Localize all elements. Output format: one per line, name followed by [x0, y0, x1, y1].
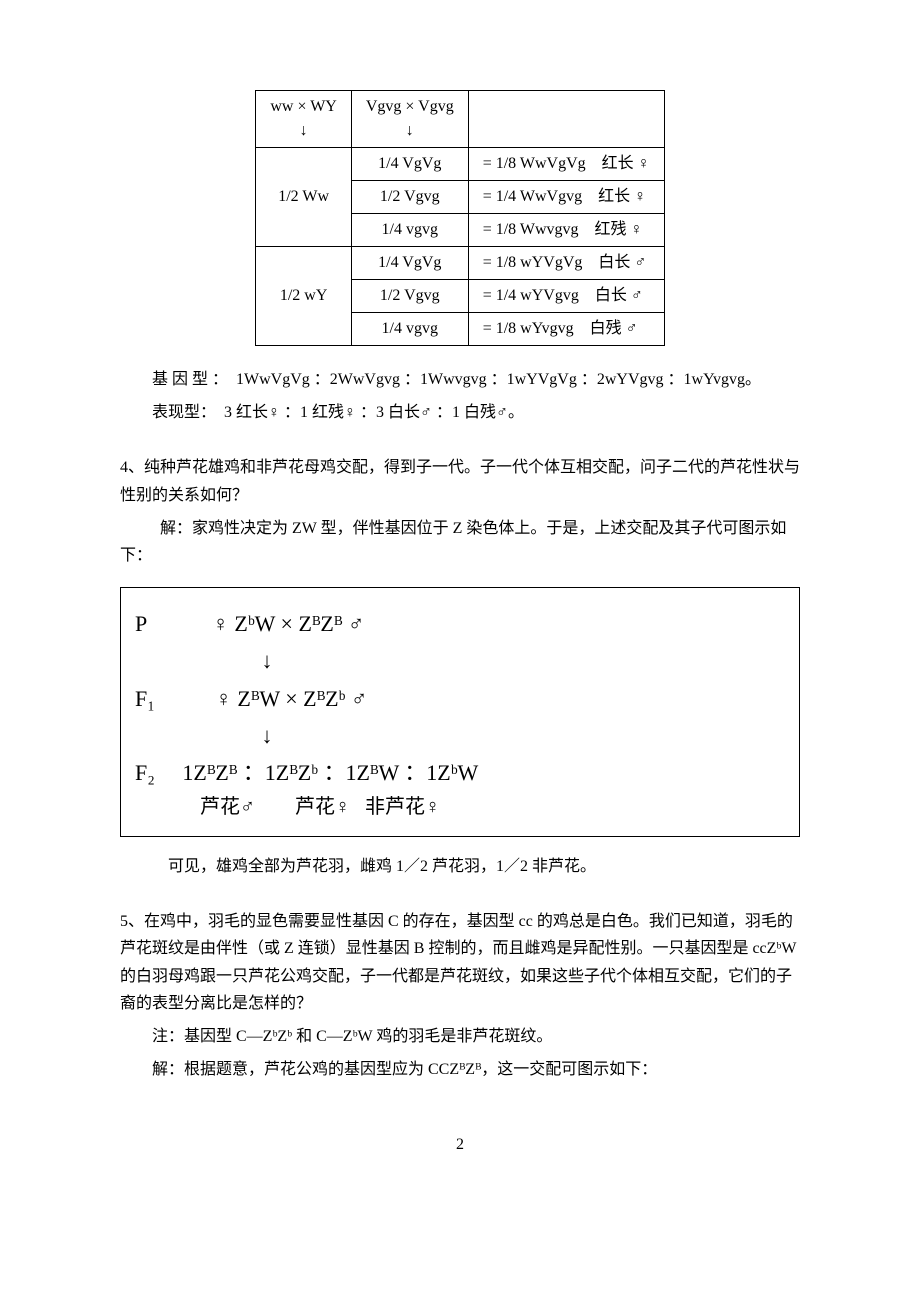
- cross-head-col2-top: Vgvg × Vgvg: [366, 98, 454, 115]
- g2r2-res: = 1/8 wYvgvg 白残 ♂: [468, 313, 664, 346]
- q5-answer: 解：根据题意，芦花公鸡的基因型应为 CCZᴮZᴮ，这一交配可图示如下：: [120, 1056, 800, 1083]
- g1r1-res: = 1/4 WwVgvg 红长 ♀: [468, 181, 664, 214]
- cross-head-col1-bot: ↓: [300, 122, 308, 139]
- box-p: P ♀ ZᵇW × ZᴮZᴮ ♂: [135, 606, 785, 641]
- q5-note: 注：基因型 C—ZᵇZᵇ 和 C—ZᵇW 鸡的羽毛是非芦花斑纹。: [120, 1023, 800, 1050]
- cross-head-col1-top: ww × WY: [270, 98, 337, 115]
- q4-question: 4、纯种芦花雄鸡和非芦花母鸡交配，得到子一代。子一代个体互相交配，问子二代的芦花…: [120, 454, 800, 508]
- phenotype-line: 表现型： 3 红长♀ ：1 红残♀ ：3 白长♂ ：1 白残♂。: [120, 399, 800, 426]
- page-number: 2: [120, 1133, 800, 1157]
- q5-question: 5、在鸡中，羽毛的显色需要显性基因 C 的存在，基因型 cc 的鸡总是白色。我们…: [120, 908, 800, 1017]
- g1r0-res: = 1/8 WwVgVg 红长 ♀: [468, 148, 664, 181]
- genotype-line: 基 因 型 ： 1WwVgVg ：2WwVgvg ：1Wwvgvg ：1wYVg…: [120, 366, 800, 393]
- q4-conclusion: 可见，雄鸡全部为芦花羽，雌鸡 1／2 芦花羽，1／2 非芦花。: [120, 853, 800, 880]
- g1r2-res: = 1/8 Wwvgvg 红残 ♀: [468, 214, 664, 247]
- box-arrow2: ↓: [135, 718, 785, 753]
- g2r0-res: = 1/8 wYVgVg 白长 ♂: [468, 247, 664, 280]
- box-f2: F₂ 1ZᴮZᴮ ：1ZᴮZᵇ ：1ZᴮW ：1ZᵇW: [135, 755, 785, 790]
- g1r1-mid: 1/2 Vgvg: [351, 181, 468, 214]
- g2r2-mid: 1/4 vgvg: [351, 313, 468, 346]
- box-f1: F₁ ♀ ZᴮW × ZᴮZᵇ ♂: [135, 681, 785, 716]
- page-content: ww × WY ↓ Vgvg × Vgvg ↓ 1/2 Ww 1/4 VgVg …: [0, 0, 920, 1217]
- g1r0-mid: 1/4 VgVg: [351, 148, 468, 181]
- box-phen: 芦花♂ 芦花♀ 非芦花♀: [135, 792, 785, 822]
- g2r1-res: = 1/4 wYVgvg 白长 ♂: [468, 280, 664, 313]
- cross-head-col3: [468, 91, 664, 148]
- g2r1-mid: 1/2 Vgvg: [351, 280, 468, 313]
- q4-answer: 解：家鸡性决定为 ZW 型，伴性基因位于 Z 染色体上。于是，上述交配及其子代可…: [120, 515, 800, 569]
- g1r2-mid: 1/4 vgvg: [351, 214, 468, 247]
- g2r0-mid: 1/4 VgVg: [351, 247, 468, 280]
- cross-head-col2: Vgvg × Vgvg ↓: [351, 91, 468, 148]
- q4-diagram-box: P ♀ ZᵇW × ZᴮZᴮ ♂ ↓ F₁ ♀ ZᴮW × ZᴮZᵇ ♂ ↓ F…: [120, 587, 800, 837]
- cross-table: ww × WY ↓ Vgvg × Vgvg ↓ 1/2 Ww 1/4 VgVg …: [255, 90, 664, 346]
- group2-left: 1/2 wY: [256, 247, 352, 346]
- box-arrow1: ↓: [135, 643, 785, 678]
- cross-head-col2-bot: ↓: [406, 122, 414, 139]
- group1-left: 1/2 Ww: [256, 148, 352, 247]
- cross-head-col1: ww × WY ↓: [256, 91, 352, 148]
